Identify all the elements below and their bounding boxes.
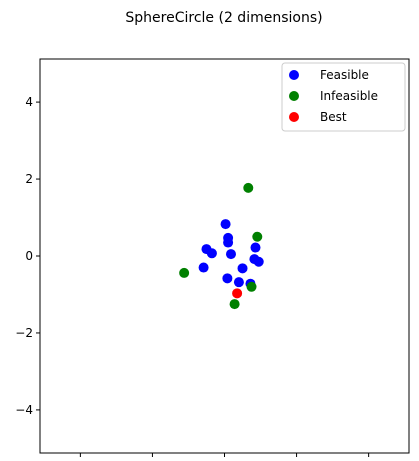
feasible-point — [250, 242, 261, 253]
legend-marker-best — [289, 112, 299, 122]
feasible-point — [222, 273, 233, 284]
feasible-point — [237, 263, 248, 274]
legend-label-best: Best — [320, 110, 347, 124]
data-points — [179, 182, 264, 310]
y-tick-label: 0 — [25, 249, 33, 263]
legend-label-infeasible: Infeasible — [320, 89, 378, 103]
legend-marker-feasible — [289, 70, 299, 80]
best-point — [232, 288, 243, 299]
y-tick-label: 4 — [25, 95, 33, 109]
feasible-point — [225, 249, 236, 260]
x-tick-label: 2 — [293, 459, 301, 461]
x-tick-label: −4 — [72, 459, 90, 461]
feasible-point — [223, 237, 234, 248]
y-tick-label: 2 — [25, 172, 33, 186]
infeasible-point — [179, 267, 190, 278]
feasible-point — [233, 277, 244, 288]
feasible-point — [253, 256, 264, 267]
legend: Feasible Infeasible Best — [281, 62, 406, 132]
infeasible-point — [252, 231, 263, 242]
legend-marker-infeasible — [289, 91, 299, 101]
x-tick-label: 0 — [221, 459, 229, 461]
axes-ticks: −4 −2 0 2 4 −4 −2 0 2 4 — [15, 95, 372, 461]
x-tick-label: −2 — [144, 459, 162, 461]
infeasible-point — [243, 182, 254, 193]
x-tick-label: 4 — [365, 459, 373, 461]
feasible-point — [198, 262, 209, 273]
legend-box — [281, 62, 406, 132]
y-tick-label: −2 — [15, 326, 33, 340]
feasible-point — [206, 248, 217, 259]
feasible-point — [220, 219, 231, 230]
y-tick-label: −4 — [15, 403, 33, 417]
infeasible-point — [229, 299, 240, 310]
infeasible-point — [246, 281, 257, 292]
legend-label-feasible: Feasible — [320, 68, 369, 82]
chart-title: SphereCircle (2 dimensions) — [125, 10, 322, 26]
